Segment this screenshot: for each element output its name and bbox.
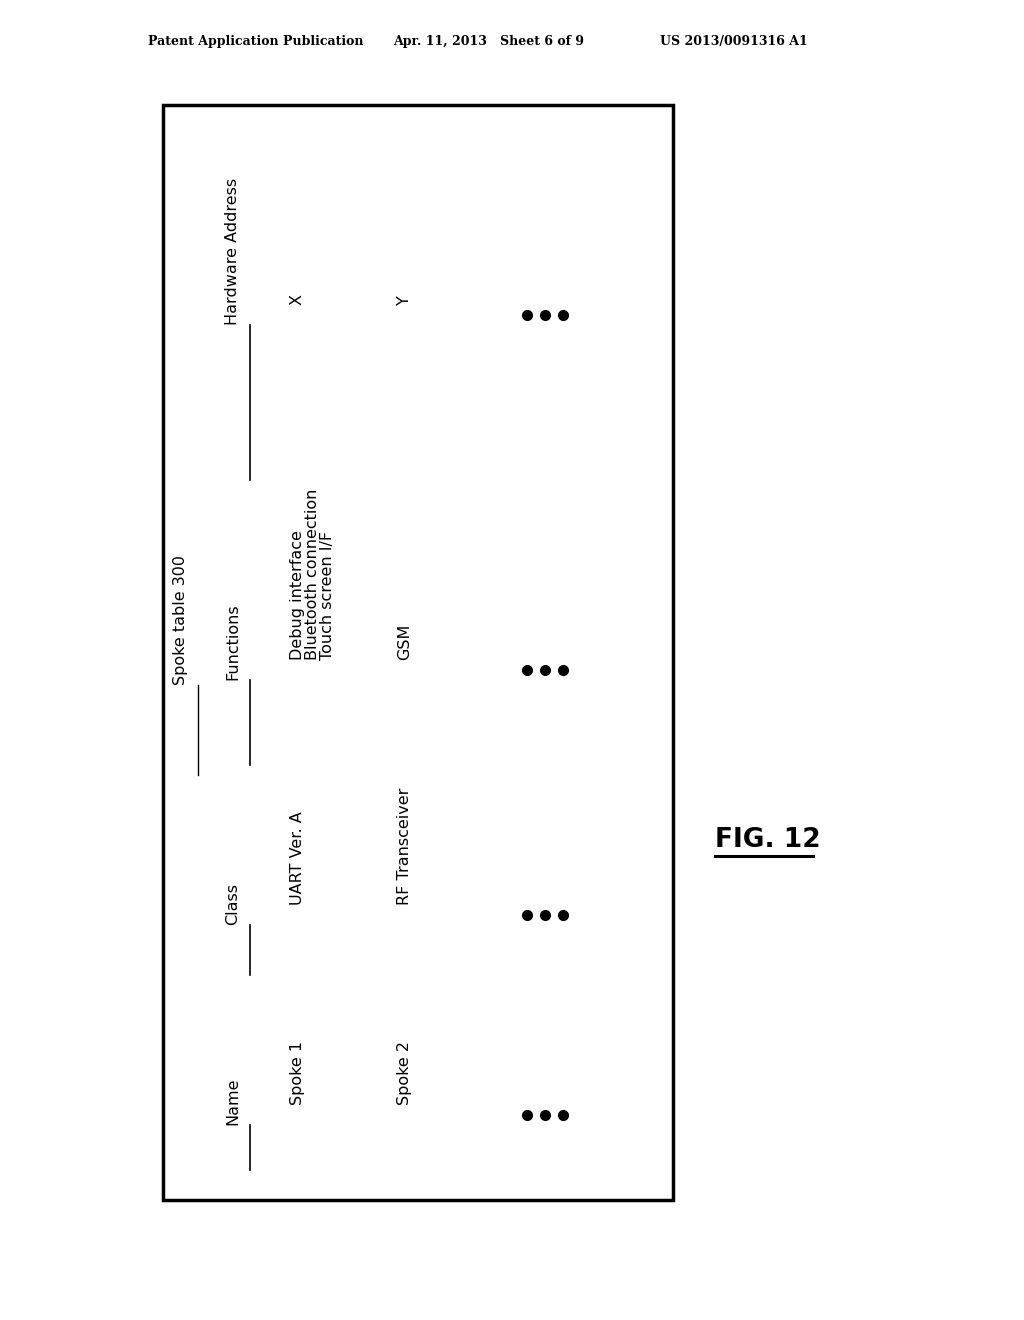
Text: Patent Application Publication: Patent Application Publication: [148, 36, 364, 49]
Text: Bluetooth connection: Bluetooth connection: [305, 488, 319, 660]
Text: Hardware Address: Hardware Address: [225, 178, 240, 325]
Text: Class: Class: [225, 883, 240, 925]
Text: Spoke table 300: Spoke table 300: [173, 554, 188, 685]
Text: Y: Y: [397, 296, 412, 305]
Text: Name: Name: [225, 1077, 240, 1125]
Text: Spoke 2: Spoke 2: [397, 1041, 412, 1105]
Text: UART Ver. A: UART Ver. A: [290, 812, 305, 906]
Text: X: X: [290, 294, 305, 305]
Text: US 2013/0091316 A1: US 2013/0091316 A1: [660, 36, 808, 49]
Bar: [163, 106, 673, 1200]
Text: FIG. 12: FIG. 12: [715, 828, 820, 853]
Text: GSM: GSM: [397, 623, 412, 660]
Text: Touch screen I/F: Touch screen I/F: [319, 531, 335, 660]
Text: Debug interface: Debug interface: [290, 531, 305, 660]
Text: Spoke 1: Spoke 1: [290, 1041, 305, 1105]
Text: Apr. 11, 2013   Sheet 6 of 9: Apr. 11, 2013 Sheet 6 of 9: [393, 36, 584, 49]
Text: RF Transceiver: RF Transceiver: [397, 788, 412, 906]
Text: Functions: Functions: [225, 603, 240, 680]
